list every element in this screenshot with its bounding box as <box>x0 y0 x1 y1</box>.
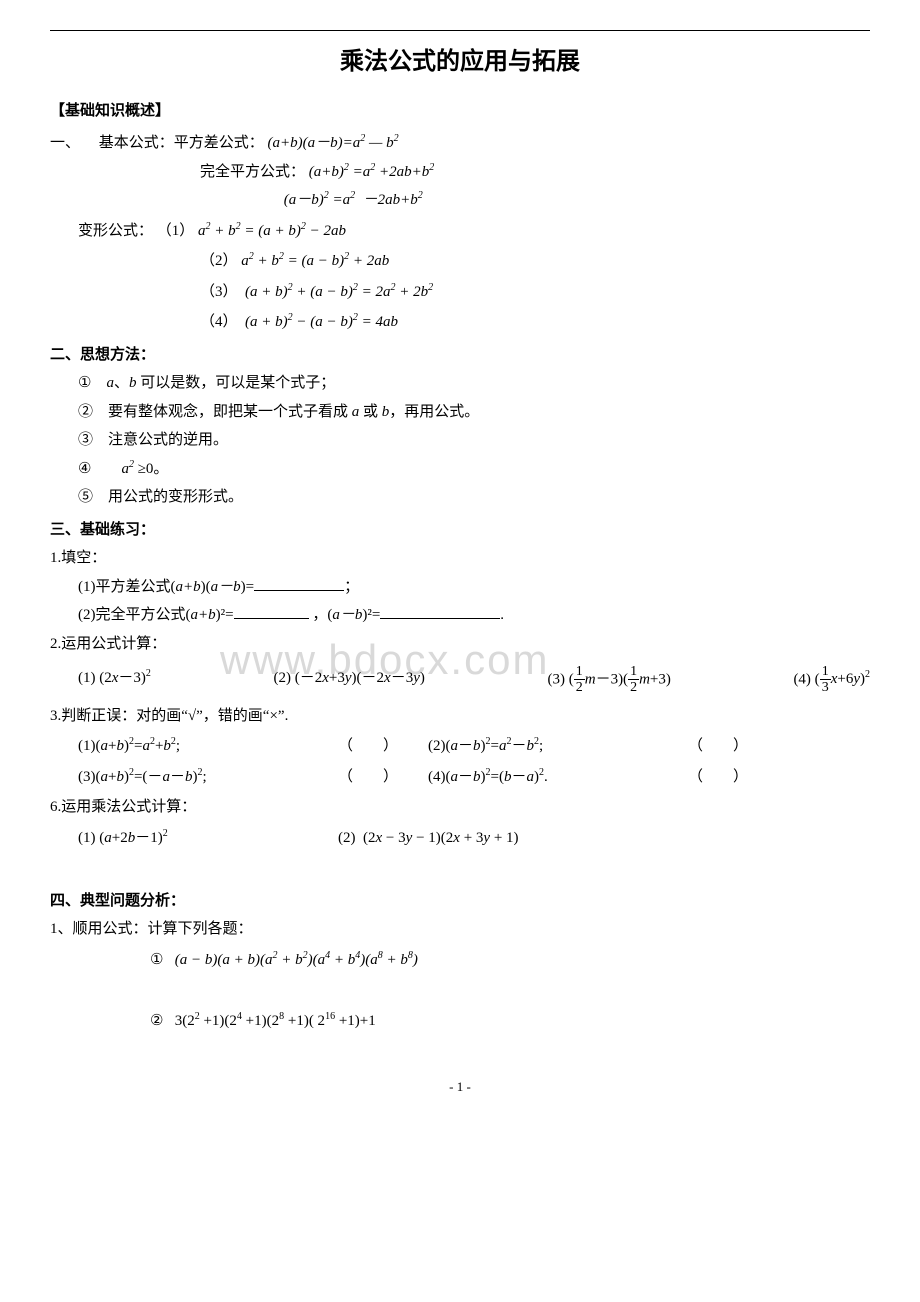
s1-label: 一、 <box>50 135 80 151</box>
s1-v2-line: （2） a2 + b2 = (a − b)2 + 2ab <box>50 247 870 276</box>
page-number: - 1 - <box>50 1075 870 1100</box>
section4: 四、典型问题分析： 1、顺用公式：计算下列各题： ① (a − b)(a + b… <box>50 887 870 1036</box>
s1-line3: (a－b)2 =a2 －2ab+b2 <box>50 186 870 215</box>
s4-header: 四、典型问题分析： <box>50 887 870 916</box>
s3-q3d: (4)(a－b)2=(b－a)2. <box>428 763 688 792</box>
s1-v3-label: （3） <box>200 284 238 300</box>
page-title: 乘法公式的应用与拓展 <box>50 39 870 85</box>
s1-v2-label: （2） <box>200 253 238 269</box>
s4-q1a-label: ① <box>150 952 163 968</box>
blank <box>234 603 309 619</box>
paren: （ ） <box>688 732 778 761</box>
s3-q2a: (1) (2x－3)2 <box>78 664 151 696</box>
s3-q1b: (2)完全平方公式(a+b)²= ，(a－b)²=. <box>50 601 870 630</box>
s3-header: 三、基础练习： <box>50 516 870 545</box>
s3-q1a-post: ； <box>344 579 359 595</box>
s3-q6b: (2) (2x − 3y − 1)(2x + 3y + 1) <box>338 824 519 853</box>
section1: 一、 基本公式：平方差公式： (a+b)(a－b)=a2 — b2 完全平方公式… <box>50 129 870 337</box>
s3-q1b-mid: ，(a－b)²= <box>312 607 380 623</box>
s3-q2c: (3) (12m－3)(12m+3) <box>547 664 670 696</box>
s3-q6a: (1) (a+2b－1)2 <box>78 824 338 853</box>
s4-q1: 1、顺用公式：计算下列各题： <box>50 915 870 944</box>
s1-f2: (a+b)2 =a2 +2ab+b2 <box>309 164 435 180</box>
paren: （ ） <box>688 763 778 792</box>
s3-q2: 2.运用公式计算： <box>50 630 870 659</box>
paren: （ ） <box>338 763 428 792</box>
s4-q1b-label: ② <box>150 1013 163 1029</box>
s3-q1a: (1)平方差公式(a+b)(a－b)= ； <box>50 573 870 602</box>
section3: 三、基础练习： 1.填空： (1)平方差公式(a+b)(a－b)= ； (2)完全… <box>50 516 870 853</box>
page-content: 乘法公式的应用与拓展 【基础知识概述】 一、 基本公式：平方差公式： (a+b)… <box>50 39 870 1100</box>
s1-v4: (a + b)2 − (a − b)2 = 4ab <box>245 314 398 330</box>
s3-q3c: (3)(a+b)2=(－a－b)2; <box>78 763 338 792</box>
s1-var-header: 变形公式： （1） a2 + b2 = (a + b)2 − 2ab <box>50 217 870 246</box>
s1-line1: 一、 基本公式：平方差公式： (a+b)(a－b)=a2 — b2 <box>50 129 870 158</box>
s3-q2b: (2) (－2x+3y)(－2x－3y) <box>273 664 424 696</box>
s1-v1: a2 + b2 = (a + b)2 − 2ab <box>198 223 346 239</box>
s2-i1: ① a、b 可以是数，可以是某个式子； <box>50 369 870 398</box>
s1-f3: (a－b)2 =a2 －2ab+b2 <box>284 192 423 208</box>
s3-q3-row1: (1)(a+b)2=a2+b2; （ ） (2)(a－b)2=a2－b2; （ … <box>50 732 870 761</box>
top-rule <box>50 30 870 31</box>
s1-v2: a2 + b2 = (a − b)2 + 2ab <box>241 253 389 269</box>
s3-q2d: (4) (13x+6y)2 <box>793 664 870 696</box>
s3-q6: 6.运用乘法公式计算： <box>50 793 870 822</box>
s3-q1b-pre: (2)完全平方公式(a+b)²= <box>78 607 234 623</box>
s1-f1: (a+b)(a－b)=a2 — b2 <box>268 135 399 151</box>
paren: （ ） <box>338 732 428 761</box>
s3-q1b-post: . <box>500 607 504 623</box>
section2: 二、思想方法： ① a、b 可以是数，可以是某个式子； ② 要有整体观念，即把某… <box>50 341 870 512</box>
s1-v4-label: （4） <box>200 314 238 330</box>
s2-i4: ④ a2 ≥0。 <box>50 455 870 484</box>
s3-q1a-pre: (1)平方差公式(a+b)(a－b)= <box>78 579 254 595</box>
s2-i3: ③ 注意公式的逆用。 <box>50 426 870 455</box>
s3-q3a: (1)(a+b)2=a2+b2; <box>78 732 338 761</box>
s3-q2-row: (1) (2x－3)2 (2) (－2x+3y)(－2x－3y) (3) (12… <box>50 664 870 696</box>
s2-header: 二、思想方法： <box>50 341 870 370</box>
s4-q1a: ① (a − b)(a + b)(a2 + b2)(a4 + b4)(a8 + … <box>50 946 870 975</box>
s3-q3: 3.判断正误：对的画“√”，错的画“×”. <box>50 702 870 731</box>
s1-line2: 完全平方公式： (a+b)2 =a2 +2ab+b2 <box>50 158 870 187</box>
s3-q3b: (2)(a－b)2=a2－b2; <box>428 732 688 761</box>
s1-v4-line: （4） (a + b)2 − (a − b)2 = 4ab <box>50 308 870 337</box>
blank <box>380 603 500 619</box>
s2-i5: ⑤ 用公式的变形形式。 <box>50 483 870 512</box>
s1-text2: 完全平方公式： <box>200 164 305 180</box>
s3-q1: 1.填空： <box>50 544 870 573</box>
s1-text1: 基本公式：平方差公式： <box>99 135 264 151</box>
section0-header: 【基础知识概述】 <box>50 97 870 126</box>
s1-v3-line: （3） (a + b)2 + (a − b)2 = 2a2 + 2b2 <box>50 278 870 307</box>
s1-v3: (a + b)2 + (a − b)2 = 2a2 + 2b2 <box>245 284 433 300</box>
blank <box>254 575 344 591</box>
s4-q1b-f: 3(22 +1)(24 +1)(28 +1)( 216 +1)+1 <box>175 1013 376 1029</box>
s1-v1-label: （1） <box>157 223 195 239</box>
s3-q6-row: (1) (a+2b－1)2 (2) (2x − 3y − 1)(2x + 3y … <box>50 824 870 853</box>
s3-q3-row2: (3)(a+b)2=(－a－b)2; （ ） (4)(a－b)2=(b－a)2.… <box>50 763 870 792</box>
s1-text3: 变形公式： <box>78 223 153 239</box>
s2-i2: ② 要有整体观念，即把某一个式子看成 a 或 b，再用公式。 <box>50 398 870 427</box>
s4-q1a-f: (a − b)(a + b)(a2 + b2)(a4 + b4)(a8 + b8… <box>175 952 418 968</box>
s4-q1b: ② 3(22 +1)(24 +1)(28 +1)( 216 +1)+1 <box>50 1007 870 1036</box>
